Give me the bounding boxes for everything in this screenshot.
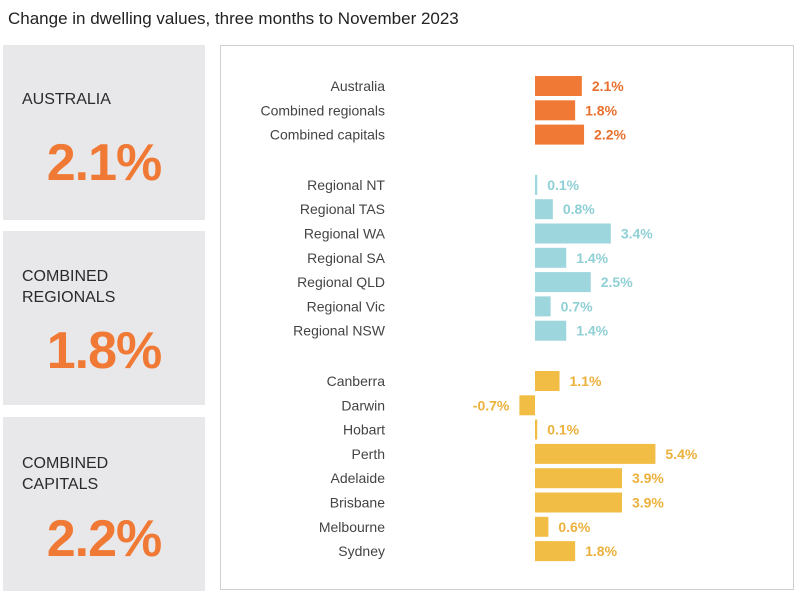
bar-perth [535,443,656,464]
bar-hobart [535,419,538,440]
category-label-darwin: Darwin [341,397,385,413]
category-label-australia: Australia [331,78,386,94]
card-value-australia: 2.1% [46,134,163,192]
combined-regionals-summary-card: COMBINED REGIONALS 1.8% [3,231,205,405]
category-label-regional-qld: Regional QLD [297,274,385,290]
category-label-adelaide: Adelaide [331,470,386,486]
category-label-regional-tas: Regional TAS [300,201,385,217]
category-label-regional-nt: Regional NT [307,177,385,193]
category-label-perth: Perth [352,446,385,462]
bar-sydney [535,541,576,562]
bar-melbourne [535,516,549,537]
category-label-sydney: Sydney [338,543,385,559]
value-label-regional-qld: 2.5% [601,274,633,290]
bar-regional-tas [535,199,553,220]
combined-capitals-summary-card: COMBINED CAPITALS 2.2% [3,417,205,591]
category-label-regional-nsw: Regional NSW [293,323,386,339]
bar-darwin [519,395,535,416]
value-label-brisbane: 3.9% [632,495,664,511]
value-label-darwin: -0.7% [473,397,510,413]
bar-regional-qld [535,272,591,293]
bar-regional-wa [535,223,611,244]
card-value-combined-regionals: 1.8% [46,322,163,380]
australia-summary-card: AUSTRALIA 2.1% [3,45,205,220]
value-label-sydney: 1.8% [585,543,617,559]
bar-combined-regionals [535,100,576,121]
value-label-australia: 2.1% [592,78,624,94]
category-label-combined-capitals: Combined capitals [270,127,385,143]
category-label-regional-sa: Regional SA [307,250,385,266]
bar-chart: Australia 2.1% Combined regionals 1.8% Combi… [260,76,698,562]
bar-australia [535,76,582,96]
value-label-regional-nt: 0.1% [547,177,579,193]
bar-chart-panel: Australia 2.1% Combined regionals 1.8% Combi… [220,45,794,590]
category-label-regional-vic: Regional Vic [307,298,385,314]
bar-brisbane [535,492,622,513]
value-label-regional-nsw: 1.4% [576,323,608,339]
category-label-hobart: Hobart [343,422,385,438]
card-label-australia: AUSTRALIA [22,91,111,108]
category-label-brisbane: Brisbane [330,495,385,511]
bar-regional-sa [535,247,567,268]
value-label-regional-wa: 3.4% [621,226,653,242]
value-label-melbourne: 0.6% [558,519,590,535]
category-label-melbourne: Melbourne [319,519,385,535]
card-label-combined-regionals: COMBINED REGIONALS [22,268,116,306]
chart-title: Change in dwelling values, three months … [8,9,459,28]
value-label-regional-tas: 0.8% [563,201,595,217]
category-label-combined-regionals: Combined regionals [260,102,385,118]
value-label-canberra: 1.1% [570,373,602,389]
bar-canberra [535,371,560,391]
bar-adelaide [535,468,622,489]
bar-regional-nt [535,174,538,195]
value-label-combined-regionals: 1.8% [585,102,617,118]
card-label-combined-capitals: COMBINED CAPITALS [22,455,109,493]
value-label-hobart: 0.1% [547,422,579,438]
value-label-regional-sa: 1.4% [576,250,608,266]
bar-combined-capitals [535,124,585,145]
bar-regional-nsw [535,320,567,341]
category-label-canberra: Canberra [327,373,386,389]
value-label-perth: 5.4% [665,446,697,462]
value-label-regional-vic: 0.7% [561,298,593,314]
bar-regional-vic [535,296,551,317]
card-value-combined-capitals: 2.2% [46,510,163,568]
value-label-combined-capitals: 2.2% [594,127,626,143]
value-label-adelaide: 3.9% [632,470,664,486]
category-label-regional-wa: Regional WA [304,226,386,242]
